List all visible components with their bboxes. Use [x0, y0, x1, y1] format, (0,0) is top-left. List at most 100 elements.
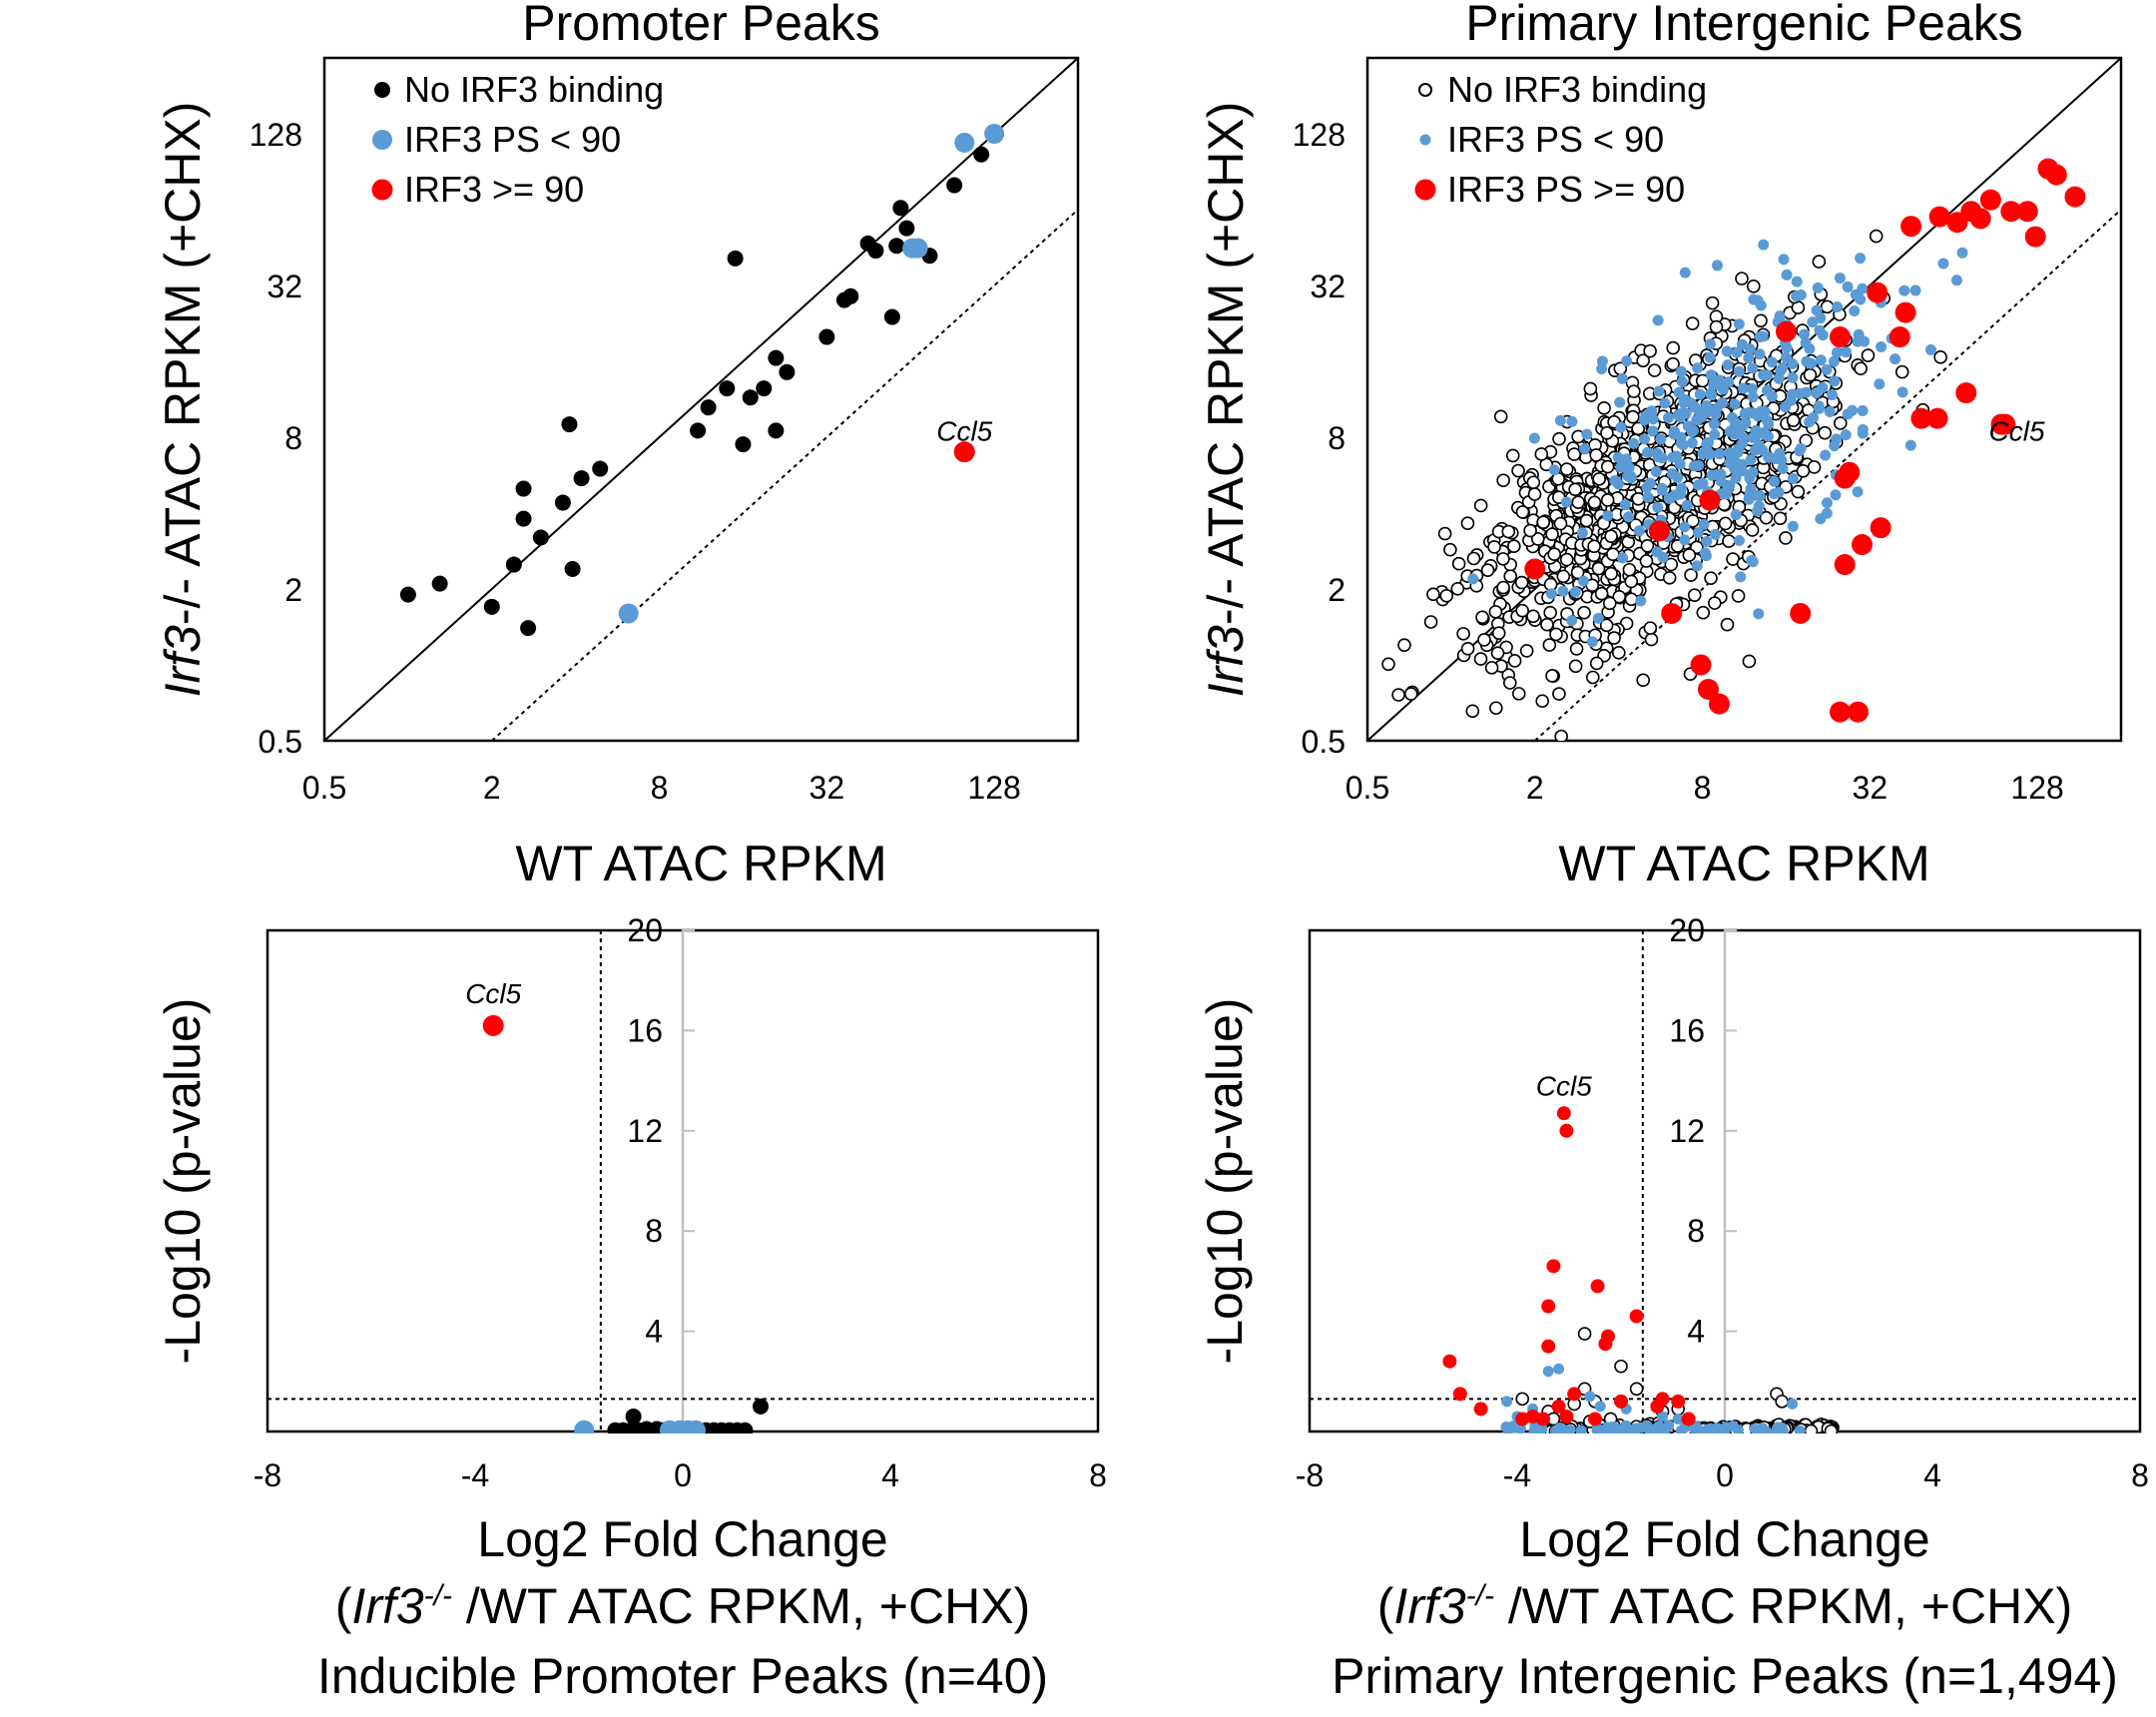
data-point — [1698, 518, 1710, 530]
data-point — [1501, 524, 1516, 539]
data-point — [1503, 569, 1518, 584]
data-point — [1403, 687, 1418, 701]
data-point — [1652, 314, 1664, 326]
data-point — [1640, 538, 1655, 553]
data-point — [1869, 229, 1884, 244]
x-axis-subtitle: (Irf3-/- /WT ATAC RPKM, +CHX) — [335, 1578, 1030, 1634]
data-point — [1536, 1423, 1548, 1433]
data-point — [1674, 458, 1686, 470]
data-point — [1551, 1399, 1566, 1414]
data-point — [1460, 642, 1475, 656]
data-point — [907, 238, 928, 259]
data-point — [1566, 415, 1578, 427]
data-point — [1639, 433, 1651, 445]
data-point — [1675, 482, 1687, 494]
data-point — [1575, 1425, 1587, 1433]
y-tick-label: 8 — [284, 420, 302, 456]
data-point — [1815, 354, 1827, 366]
data-point — [1711, 260, 1723, 272]
series-2 — [953, 441, 975, 463]
x-tick-label: 4 — [1923, 1457, 1941, 1493]
data-point — [898, 220, 915, 237]
data-point — [1493, 409, 1508, 424]
legend-label: IRF3 >= 90 — [404, 169, 584, 210]
x-tick-label: 2 — [483, 770, 501, 806]
x-tick-label: 0 — [1716, 1457, 1734, 1493]
data-point — [1653, 385, 1665, 397]
data-point — [1666, 340, 1681, 355]
data-point — [1540, 617, 1554, 632]
data-point — [1553, 1363, 1565, 1375]
data-point — [515, 510, 532, 527]
data-point — [1524, 558, 1546, 580]
data-point — [1686, 514, 1700, 528]
data-point — [1791, 276, 1803, 287]
data-point — [520, 620, 537, 637]
data-point — [1761, 384, 1773, 396]
data-point — [1477, 633, 1491, 647]
data-point — [1681, 1412, 1696, 1427]
data-point — [1620, 453, 1632, 465]
data-point — [779, 363, 796, 380]
data-point — [1439, 588, 1454, 603]
data-point — [1747, 466, 1759, 478]
data-point — [700, 399, 717, 416]
data-point — [1811, 387, 1823, 399]
data-point — [1381, 657, 1395, 672]
data-point — [1535, 694, 1549, 709]
data-point — [1569, 642, 1584, 656]
data-point — [1874, 378, 1886, 390]
data-point — [1705, 369, 1717, 381]
data-point — [1620, 1420, 1632, 1431]
data-point — [1900, 216, 1922, 238]
data-point — [625, 1408, 642, 1425]
data-point — [954, 132, 975, 153]
data-point — [1602, 596, 1617, 611]
data-point — [1594, 1401, 1606, 1413]
reference-lines — [324, 58, 1078, 741]
data-point — [1592, 472, 1606, 486]
caption-superscript: -/- — [424, 1579, 452, 1612]
x-axis-subtitle: (Irf3-/- /WT ATAC RPKM, +CHX) — [1377, 1578, 2072, 1634]
data-point — [1671, 1394, 1686, 1409]
data-point — [1590, 1279, 1605, 1294]
data-point — [1600, 493, 1615, 507]
data-point — [1577, 575, 1589, 587]
data-point — [1714, 448, 1726, 460]
data-point — [2045, 164, 2067, 186]
data-point — [1450, 582, 1465, 596]
data-point — [554, 494, 571, 511]
data-point — [1757, 330, 1769, 342]
data-point — [1643, 621, 1658, 635]
data-point — [1636, 353, 1650, 368]
data-point — [1657, 551, 1669, 563]
data-point — [1761, 414, 1773, 426]
data-point — [1736, 465, 1748, 477]
x-axis-title: WT ATAC RPKM — [515, 836, 886, 891]
y-axis-title-gene: Irf3 — [155, 625, 211, 697]
data-point — [1546, 1259, 1561, 1274]
data-point — [592, 460, 609, 477]
data-point — [1568, 659, 1583, 674]
data-point — [1644, 477, 1656, 489]
data-point — [1746, 382, 1758, 394]
data-point — [1794, 1425, 1806, 1433]
data-point — [1685, 316, 1700, 330]
data-point — [1768, 475, 1780, 487]
data-point — [1675, 1425, 1687, 1433]
peak-set-caption: Inducible Promoter Peaks (n=40) — [317, 1648, 1048, 1704]
data-point — [618, 603, 639, 624]
data-point — [1979, 189, 2001, 211]
y-axis-title-gene: Irf3 — [1198, 625, 1254, 697]
data-point — [1749, 489, 1761, 501]
data-point — [1655, 433, 1667, 445]
y-tick-label: 128 — [1293, 117, 1346, 153]
caption-gene: Irf3 — [1393, 1578, 1465, 1634]
data-point — [1452, 1387, 1467, 1402]
data-point — [1708, 378, 1720, 390]
data-point — [1584, 1391, 1596, 1403]
data-point — [1642, 491, 1654, 503]
data-point — [1693, 459, 1705, 471]
data-point — [1507, 539, 1521, 554]
data-point — [742, 389, 759, 406]
